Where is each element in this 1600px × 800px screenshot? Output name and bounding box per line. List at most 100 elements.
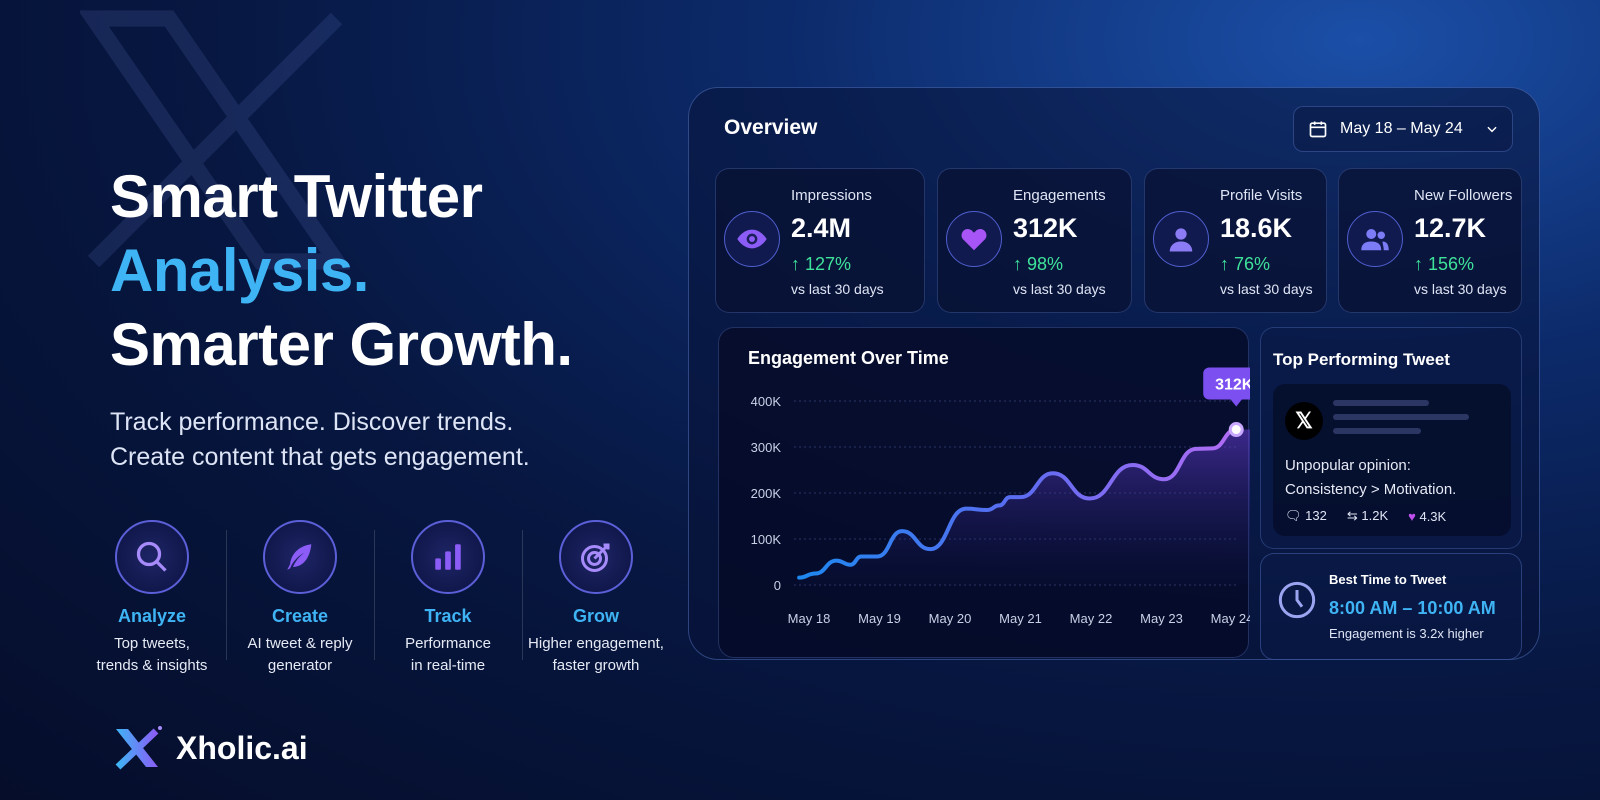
tooltip-pointer bbox=[1230, 399, 1243, 407]
stat-compare: vs last 30 days bbox=[1013, 281, 1106, 297]
search-icon bbox=[115, 520, 189, 594]
feature-desc: Top tweets, bbox=[114, 635, 190, 652]
date-range-value: May 18 – May 24 bbox=[1340, 120, 1463, 137]
user-icon bbox=[1153, 211, 1209, 267]
stat-label: New Followers bbox=[1414, 187, 1513, 204]
y-tick-label: 100K bbox=[751, 532, 782, 547]
stat-change: ↑ 76% bbox=[1220, 254, 1271, 274]
stat-change: ↑ 156% bbox=[1414, 254, 1475, 274]
retweet-icon: ⇆ bbox=[1346, 508, 1358, 523]
feature-create: Create AI tweet & reply generator bbox=[226, 520, 374, 677]
feature-analyze: Analyze Top tweets, trends & insights bbox=[78, 520, 226, 677]
overview-title: Overview bbox=[724, 116, 818, 139]
x-tick-label: May 20 bbox=[929, 611, 972, 626]
best-time-title: Best Time to Tweet bbox=[1329, 572, 1447, 587]
brand-name: Xholic.ai bbox=[176, 729, 308, 766]
calendar-icon bbox=[1309, 121, 1327, 138]
clock-icon bbox=[1278, 581, 1316, 619]
tweet-text: Consistency > Motivation. bbox=[1285, 481, 1457, 498]
x-tick-label: May 23 bbox=[1140, 611, 1183, 626]
hero-subtitle: Track performance. Discover trends. Crea… bbox=[110, 405, 530, 475]
highlight-point[interactable] bbox=[1228, 422, 1244, 438]
stat-label: Profile Visits bbox=[1220, 187, 1303, 204]
stat-change: ↑ 127% bbox=[791, 254, 852, 274]
hero: Smart Twitter Analysis. Smarter Growth. bbox=[110, 160, 573, 382]
reply-count: 🗨 132 bbox=[1285, 508, 1327, 524]
eye-icon bbox=[724, 211, 780, 267]
x-watermark-icon bbox=[80, 10, 350, 270]
engagement-chart: Engagement Over Time 0 100K 200K 300K 400K Ma… bbox=[718, 327, 1250, 658]
stat-compare: vs last 30 days bbox=[791, 281, 884, 297]
feature-title: Create bbox=[271, 606, 329, 626]
x-tick-label: May 22 bbox=[1070, 611, 1113, 626]
hero-line-3: Smarter Growth. bbox=[110, 311, 573, 378]
x-tick-label: May 18 bbox=[788, 611, 831, 626]
stat-card-new-followers: New Followers 12.7K ↑ 156% vs last 30 days bbox=[1338, 168, 1522, 313]
y-tick-label: 400K bbox=[751, 394, 782, 409]
retweet-value: 1.2K bbox=[1361, 508, 1389, 523]
feature-desc: Higher engagement, bbox=[528, 635, 664, 652]
placeholder-line bbox=[1333, 400, 1429, 406]
stat-value: 2.4M bbox=[791, 213, 852, 243]
engagement-line bbox=[797, 427, 1239, 580]
stat-value: 18.6K bbox=[1220, 213, 1293, 243]
tooltip-value: 312K bbox=[1215, 377, 1250, 394]
dashboard-panel: Overview May 18 – May 24 Impressions 2.4M… bbox=[688, 87, 1540, 660]
feather-icon bbox=[263, 520, 337, 594]
best-time-value: 8:00 AM – 10:00 AM bbox=[1329, 598, 1496, 618]
feature-desc: AI tweet & reply bbox=[247, 635, 353, 652]
date-range-picker[interactable]: May 18 – May 24 bbox=[1293, 106, 1513, 152]
stat-value: 312K bbox=[1013, 213, 1078, 243]
chart-title: Engagement Over Time bbox=[748, 348, 949, 368]
x-avatar-icon: 𝕏 bbox=[1285, 402, 1323, 440]
stat-card-profile-visits: Profile Visits 18.6K ↑ 76% vs last 30 days bbox=[1144, 168, 1327, 313]
y-tick-label: 0 bbox=[774, 578, 781, 593]
chart-plot: Engagement Over Time 0 100K 200K 300K 400K Ma… bbox=[748, 348, 1250, 626]
feature-desc: faster growth bbox=[552, 657, 640, 674]
best-time-note: Engagement is 3.2x higher bbox=[1329, 626, 1484, 641]
hero-line-2: Analysis. bbox=[110, 237, 369, 304]
feature-title: Analyze bbox=[117, 606, 187, 626]
feature-track: Track Performance in real-time bbox=[374, 520, 522, 677]
stat-change: ↑ 98% bbox=[1013, 254, 1064, 274]
stat-card-impressions: Impressions 2.4M ↑ 127% vs last 30 days bbox=[715, 168, 925, 313]
feature-title: Grow bbox=[572, 606, 619, 626]
stat-label: Impressions bbox=[791, 187, 872, 204]
feature-grow: Grow Higher engagement, faster growth bbox=[522, 520, 670, 677]
x-tick-label: May 24 bbox=[1211, 611, 1250, 626]
subtitle-line-1: Track performance. Discover trends. bbox=[110, 408, 514, 436]
stat-value: 12.7K bbox=[1414, 213, 1487, 243]
feature-desc: Performance bbox=[405, 635, 491, 652]
chevron-down-icon bbox=[1487, 126, 1497, 133]
bar-chart-icon bbox=[411, 520, 485, 594]
y-tick-label: 300K bbox=[751, 440, 782, 455]
feature-desc: generator bbox=[267, 657, 333, 674]
feature-desc: trends & insights bbox=[96, 657, 208, 674]
retweet-count: ⇆ 1.2K bbox=[1347, 508, 1388, 524]
xholic-logo-icon bbox=[115, 726, 162, 770]
placeholder-line bbox=[1333, 428, 1421, 434]
target-icon bbox=[559, 520, 633, 594]
feature-desc: in real-time bbox=[410, 657, 486, 674]
best-time-card: Best Time to Tweet 8:00 AM – 10:00 AM En… bbox=[1260, 553, 1522, 660]
heart-icon: ♥ bbox=[1408, 508, 1416, 524]
tweet-preview[interactable]: 𝕏 Unpopular opinion: Consistency > Motiva… bbox=[1273, 384, 1511, 536]
stat-card-engagements: Engagements 312K ↑ 98% vs last 30 days bbox=[937, 168, 1132, 313]
users-icon bbox=[1347, 211, 1403, 267]
brand-logo: Xholic.ai bbox=[112, 725, 308, 771]
heart-icon bbox=[946, 211, 1002, 267]
reply-value: 132 bbox=[1305, 508, 1327, 523]
value-tooltip bbox=[1203, 367, 1250, 400]
chart-area-fill bbox=[799, 429, 1250, 585]
x-tick-label: May 19 bbox=[858, 611, 901, 626]
placeholder-line bbox=[1333, 414, 1469, 420]
features: Analyze Top tweets, trends & insights Crea… bbox=[78, 520, 670, 677]
top-tweet-title: Top Performing Tweet bbox=[1273, 350, 1450, 369]
hero-line-1: Smart Twitter bbox=[110, 163, 483, 230]
like-value: 4.3K bbox=[1419, 508, 1447, 524]
x-tick-label: May 21 bbox=[999, 611, 1042, 626]
stat-compare: vs last 30 days bbox=[1220, 281, 1313, 297]
subtitle-line-2: Create content that gets engagement. bbox=[110, 443, 530, 471]
stat-label: Engagements bbox=[1013, 187, 1106, 204]
tweet-text: Unpopular opinion: bbox=[1285, 457, 1411, 474]
